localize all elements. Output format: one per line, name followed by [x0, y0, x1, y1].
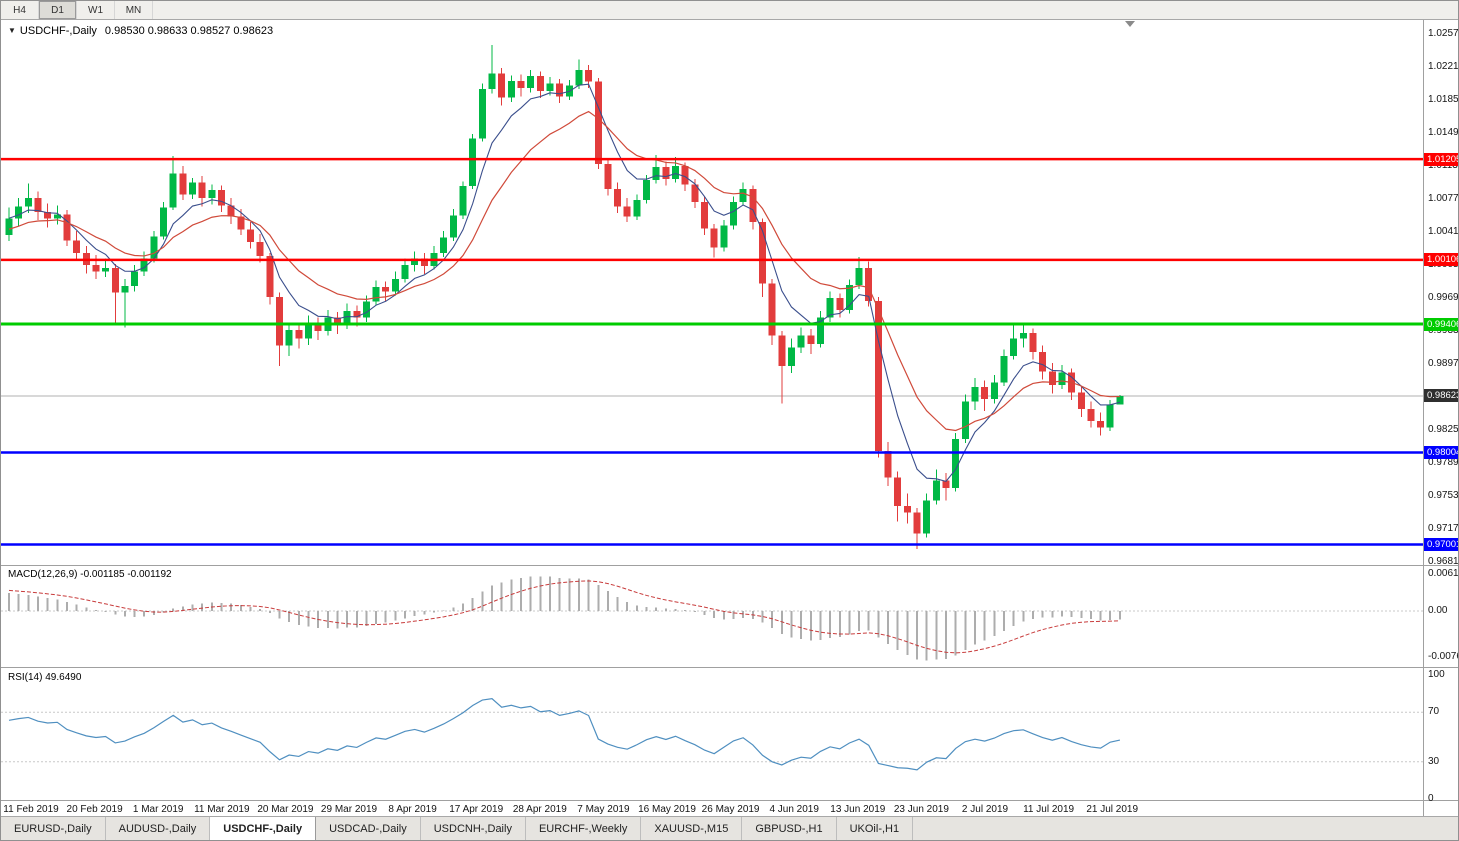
tab-eurusd-daily[interactable]: EURUSD-,Daily	[1, 817, 106, 840]
chart-ohlc-values: 0.98530 0.98633 0.98527 0.98623	[104, 25, 274, 37]
date-tick: 8 Apr 2019	[388, 804, 437, 815]
tab-xauusd-m15[interactable]: XAUUSD-,M15	[641, 817, 743, 840]
price-tick: 1.00770	[1428, 193, 1459, 204]
rsi-tick: 70	[1428, 706, 1440, 718]
macd-tick: 0.00	[1428, 605, 1448, 616]
price-tick: 1.02210	[1428, 61, 1459, 72]
date-tick: 20 Feb 2019	[66, 804, 123, 815]
macd-label: MACD(12,26,9) -0.001185 -0.001192	[8, 569, 172, 580]
ma-slow-line	[8, 110, 1120, 432]
date-tick: 1 Mar 2019	[132, 804, 184, 815]
timeframe-w1[interactable]: W1	[77, 1, 115, 19]
timeframe-h4[interactable]: H4	[1, 1, 39, 19]
date-tick: 4 Jun 2019	[769, 804, 819, 815]
date-tick: 11 Mar 2019	[194, 804, 250, 815]
date-tick: 21 Jul 2019	[1086, 804, 1139, 815]
price-tick: 1.01490	[1428, 127, 1459, 138]
chart-shift-marker[interactable]	[1125, 21, 1135, 27]
rsi-tick: 100	[1428, 669, 1445, 680]
chart-symbol-label: USDCHF-,Daily	[19, 25, 97, 37]
date-tick: 29 Mar 2019	[320, 804, 378, 815]
tab-ukoil-h1[interactable]: UKOil-,H1	[836, 817, 914, 840]
tab-audusd-daily[interactable]: AUDUSD-,Daily	[105, 817, 211, 840]
tab-usdcnh-daily[interactable]: USDCNH-,Daily	[420, 817, 526, 840]
date-tick: 28 Apr 2019	[512, 804, 567, 815]
price-line-label: 1.00106	[1424, 253, 1458, 267]
rsi-label: RSI(14) 49.6490	[8, 672, 82, 683]
price-line-label: 0.98004	[1424, 446, 1458, 460]
rsi-tick: 0	[1428, 793, 1434, 804]
timeframe-d1[interactable]: D1	[39, 1, 77, 19]
tab-gbpusd-h1[interactable]: GBPUSD-,H1	[742, 817, 837, 840]
rsi-tick: 30	[1428, 755, 1440, 767]
date-tick: 23 Jun 2019	[893, 804, 949, 815]
date-tick: 2 Jul 2019	[961, 804, 1009, 815]
date-tick: 11 Jul 2019	[1023, 804, 1075, 815]
macd-signal-line	[8, 580, 1120, 654]
symbol-tabbar: EURUSD-,Daily AUDUSD-,Daily USDCHF-,Daily U…	[1, 816, 1458, 840]
date-tick: 13 Jun 2019	[830, 804, 886, 815]
timeframe-mn[interactable]: MN	[115, 1, 153, 19]
ma-fast-line	[8, 83, 1121, 482]
price-line-label: 1.01205	[1424, 152, 1458, 166]
current-price-label: 0.98623	[1424, 389, 1458, 403]
rsi-line	[8, 698, 1121, 771]
price-tick: 1.02570	[1428, 28, 1459, 39]
price-line-label: 0.97001	[1424, 537, 1458, 551]
date-tick: 26 May 2019	[701, 804, 760, 815]
macd-tick: -0.00761	[1428, 651, 1458, 663]
triangle-down-icon[interactable]: ▼	[8, 26, 16, 35]
date-tick: 20 Mar 2019	[257, 804, 314, 815]
tab-usdcad-daily[interactable]: USDCAD-,Daily	[316, 817, 421, 840]
price-tick: 1.01850	[1428, 94, 1459, 105]
date-tick: 11 Feb 2019	[3, 804, 59, 815]
macd-layer	[1, 576, 1423, 661]
candles-layer	[1, 45, 1423, 550]
date-tick: 7 May 2019	[577, 804, 630, 815]
date-tick: 16 May 2019	[638, 804, 696, 815]
tab-usdchf-daily[interactable]: USDCHF-,Daily	[210, 817, 317, 840]
date-tick: 17 Apr 2019	[449, 804, 504, 815]
chart-header: ▼ USDCHF-,Daily 0.98530 0.98633 0.98527 0.…	[8, 25, 273, 37]
timeframe-toolbar: H4 D1 W1 MN	[1, 1, 1458, 20]
macd-tick: 0.00613	[1428, 567, 1459, 579]
price-line-label: 0.99406	[1424, 317, 1458, 331]
tab-eurchf-weekly[interactable]: EURCHF-,Weekly	[525, 817, 642, 840]
